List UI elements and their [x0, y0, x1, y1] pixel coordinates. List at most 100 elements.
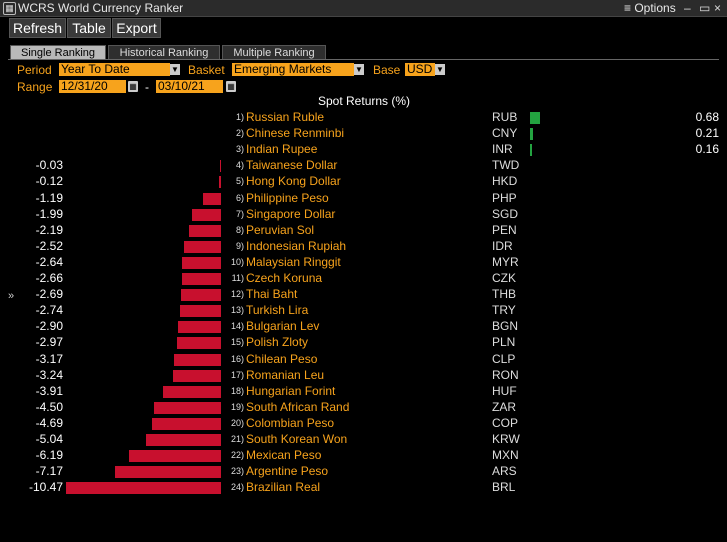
calendar-icon[interactable]: ▦ [128, 81, 138, 92]
currency-code: TWD [492, 158, 520, 173]
currency-name: Indonesian Rupiah [246, 238, 347, 253]
close-icon[interactable]: × [714, 1, 722, 15]
table-row[interactable]: 19) South African Rand ZAR -4.50 [0, 400, 727, 416]
bar [191, 208, 221, 221]
maximize-icon[interactable]: ▭ [699, 1, 711, 15]
bar [66, 482, 221, 495]
chevron-down-icon[interactable]: ▼ [354, 64, 364, 75]
currency-code: COP [492, 415, 519, 430]
data-label: -2.69 [35, 287, 63, 302]
bar [114, 466, 221, 479]
range-end-input[interactable]: 03/10/21 [156, 80, 223, 93]
rank-label: 8) [235, 224, 244, 235]
chevron-down-icon[interactable]: ▼ [435, 64, 445, 75]
table-row[interactable]: 10) Malaysian Ringgit MYR -2.64 [0, 255, 727, 271]
table-row[interactable]: 15) Polish Zloty PLN -2.97 [0, 335, 727, 351]
bar [174, 353, 221, 366]
currency-name: Colombian Peso [246, 415, 335, 430]
currency-code: CNY [492, 126, 518, 141]
bar [181, 273, 221, 285]
currency-name: Chilean Peso [246, 351, 318, 366]
rank-label: 17) [230, 369, 244, 380]
rank-label: 16) [230, 353, 244, 364]
rank-label: 21) [230, 434, 244, 444]
bar [163, 385, 221, 398]
table-row[interactable]: 21) South Korean Won KRW -5.04 [0, 432, 727, 448]
table-row[interactable]: 13) Turkish Lira TRY -2.74 [0, 303, 727, 319]
currency-code: BGN [492, 319, 519, 334]
currency-code: PLN [492, 335, 516, 350]
data-label: 0.16 [695, 142, 719, 157]
currency-name: Peruvian Sol [246, 222, 315, 237]
calendar-icon[interactable]: ▦ [226, 81, 236, 92]
table-row[interactable]: 5) Hong Kong Dollar HKD -0.12 [0, 174, 727, 190]
bar [178, 321, 221, 334]
options-menu[interactable]: ≡ Options [624, 1, 676, 15]
table-row[interactable]: 11) Czech Koruna CZK -2.66 [0, 271, 727, 287]
table-row[interactable]: 1) Russian Ruble RUB 0.68 [0, 110, 727, 126]
table-row[interactable]: 14) Bulgarian Lev BGN -2.90 [0, 319, 727, 335]
table-row[interactable]: 4) Taiwanese Dollar TWD -0.03 [0, 158, 727, 174]
bar [180, 305, 221, 318]
table-row[interactable]: 9) Indonesian Rupiah IDR -2.52 [0, 239, 727, 255]
currency-name: Mexican Peso [246, 448, 322, 463]
table-row[interactable]: 17) Romanian Leu RON -3.24 [0, 368, 727, 384]
base-label: Base [373, 63, 401, 77]
minimize-icon[interactable]: – [684, 1, 691, 15]
tab-historical-ranking[interactable]: Historical Ranking [108, 45, 220, 60]
currency-code: CZK [492, 271, 516, 285]
table-row[interactable]: 16) Chilean Peso CLP -3.17 [0, 352, 727, 368]
currency-name: Turkish Lira [246, 303, 309, 318]
currency-code: TRY [492, 303, 516, 318]
table-row[interactable]: 6) Philippine Peso PHP -1.19 [0, 191, 727, 207]
table-button[interactable]: Table [67, 18, 111, 38]
period-select[interactable]: Year To Date [59, 63, 170, 76]
currency-name: Romanian Leu [246, 367, 325, 382]
currency-name: Polish Zloty [246, 335, 309, 350]
rank-label: 14) [230, 321, 244, 332]
table-row[interactable]: 22) Mexican Peso MXN -6.19 [0, 448, 727, 464]
table-row[interactable]: 7) Singapore Dollar SGD -1.99 [0, 207, 727, 223]
base-select[interactable]: USD [405, 63, 435, 76]
currency-code: MXN [492, 448, 519, 463]
currency-code: THB [492, 287, 516, 302]
table-row[interactable]: 18) Hungarian Forint HUF -3.91 [0, 384, 727, 400]
table-row[interactable]: 8) Peruvian Sol PEN -2.19 [0, 223, 727, 239]
table-row[interactable]: 3) Indian Rupee INR 0.16 [0, 142, 727, 158]
rank-label: 9) [235, 240, 244, 251]
basket-select[interactable]: Emerging Markets [232, 63, 354, 76]
data-label: -2.74 [35, 303, 63, 318]
currency-code: PHP [492, 190, 517, 205]
rank-label: 2) [235, 128, 244, 139]
table-row[interactable]: 23) Argentine Peso ARS -7.17 [0, 464, 727, 480]
refresh-button[interactable]: Refresh [9, 18, 66, 38]
data-label: -1.19 [35, 190, 63, 205]
export-button[interactable]: Export [112, 18, 161, 38]
currency-name: South Korean Won [246, 432, 348, 446]
data-label: -7.17 [35, 464, 63, 479]
currency-name: South African Rand [246, 399, 350, 414]
range-start-input[interactable]: 12/31/20 [59, 80, 126, 93]
tab-multiple-ranking[interactable]: Multiple Ranking [222, 45, 326, 60]
tab-single-ranking[interactable]: Single Ranking [10, 45, 106, 60]
bar [188, 224, 221, 237]
currency-code: BRL [492, 480, 516, 495]
bar [129, 450, 221, 463]
rank-label: 5) [235, 176, 244, 187]
data-label: -3.24 [35, 367, 63, 382]
chevron-right-icon[interactable]: » [8, 290, 15, 302]
table-row[interactable]: 2) Chinese Renminbi CNY 0.21 [0, 126, 727, 142]
rank-label: 19) [230, 401, 244, 412]
grid-icon[interactable]: ▦ [3, 2, 16, 15]
bar [219, 176, 221, 189]
table-row[interactable]: 24) Brazilian Real BRL -10.47 [0, 480, 727, 496]
currency-name: Taiwanese Dollar [246, 158, 338, 173]
currency-name: Thai Baht [246, 287, 298, 302]
chevron-down-icon[interactable]: ▼ [170, 64, 180, 75]
table-row[interactable]: 20) Colombian Peso COP -4.69 [0, 416, 727, 432]
data-label: -3.17 [35, 351, 63, 366]
currency-name: Malaysian Ringgit [246, 254, 341, 269]
table-row[interactable]: 12) Thai Baht THB -2.69 [0, 287, 727, 303]
currency-name: Russian Ruble [246, 110, 325, 124]
currency-code: RON [492, 367, 519, 382]
